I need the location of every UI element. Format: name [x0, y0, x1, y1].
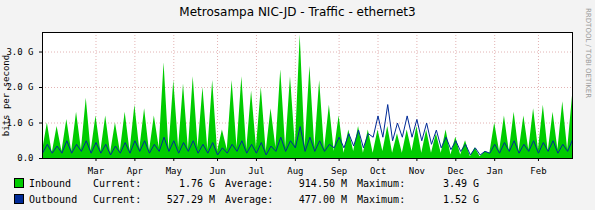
- svg-text:Apr: Apr: [127, 166, 144, 176]
- html-text:Metrosampa NIC-JD - Traffic -: Metrosampa NIC-JD - Traffic - ethernet3: [179, 5, 416, 19]
- html-text:Maximum:: Maximum:: [357, 178, 406, 189]
- svg-text:Sep: Sep: [331, 166, 347, 176]
- svg-text:0.0: 0.0: [17, 153, 33, 163]
- svg-text:3.0 G: 3.0 G: [6, 46, 34, 57]
- svg-text:Feb: Feb: [530, 166, 546, 176]
- svg-text:Dec: Dec: [448, 166, 464, 176]
- html-text:Current:: Current:: [93, 178, 142, 189]
- svg-text:Mar: Mar: [88, 166, 105, 176]
- svg-text:2.0 G: 2.0 G: [6, 82, 34, 93]
- html-text:Inbound: Inbound: [29, 178, 72, 189]
- html-text:1.52 G: 1.52 G: [442, 194, 479, 205]
- html-text:RRDTOOL / TOBI OETIKER: RRDTOOL / TOBI OETIKER: [584, 8, 592, 99]
- svg-text:Jul: Jul: [248, 166, 264, 176]
- html-text:914.50 M: 914.50 M: [298, 178, 347, 189]
- svg-text:Oct: Oct: [370, 166, 386, 176]
- html-text:1.76 G: 1.76 G: [178, 178, 215, 189]
- svg-text:May: May: [166, 166, 183, 176]
- svg-text:bits per second: bits per second: [1, 55, 11, 136]
- html-text:Average:: Average:: [225, 194, 274, 205]
- html-text:477.00 M: 477.00 M: [298, 194, 347, 205]
- svg-text:Nov: Nov: [409, 166, 425, 176]
- html-text:Maximum:: Maximum:: [357, 194, 406, 205]
- html-text:527.29 M: 527.29 M: [166, 194, 215, 205]
- svg-text:1.0 G: 1.0 G: [6, 117, 34, 128]
- html-text:Current:: Current:: [93, 194, 142, 205]
- svg-text:Jan: Jan: [487, 166, 503, 176]
- svg-text:Jun: Jun: [209, 166, 225, 176]
- html-text:3.49 G: 3.49 G: [442, 178, 479, 189]
- html-text:Outbound: Outbound: [29, 194, 78, 205]
- html-text:Average:: Average:: [225, 178, 274, 189]
- svg-text:Aug: Aug: [287, 166, 303, 176]
